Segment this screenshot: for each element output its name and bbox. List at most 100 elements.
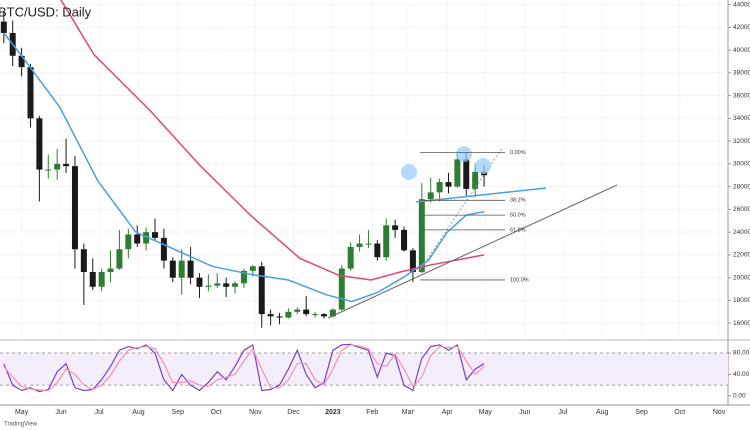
moving-average (3, 32, 485, 303)
y-tick-label: 20000 (733, 274, 750, 281)
x-tick-label: Feb (366, 409, 378, 416)
candle-body (418, 199, 425, 272)
candle-body (329, 309, 336, 317)
candle-body (472, 171, 479, 189)
x-tick-label: 2023 (325, 409, 341, 416)
peak-marker (401, 164, 417, 180)
candle-body (320, 314, 327, 317)
candle-body (267, 314, 274, 317)
x-tick-label: Jun (519, 409, 530, 416)
candle-body (240, 270, 247, 284)
y-tick-label: 42000 (733, 24, 750, 31)
candle-body (18, 55, 25, 68)
candle-body (107, 268, 114, 272)
candle-body (134, 234, 141, 244)
fib-label: 100.0% (510, 277, 529, 283)
candle-body (71, 166, 78, 250)
x-tick-label: Jun (55, 409, 66, 416)
neckline (415, 187, 547, 203)
x-tick-label: Sep (635, 409, 648, 416)
dashed-line (419, 147, 503, 271)
candle-body (285, 311, 292, 318)
y-tick-label: 38000 (733, 70, 750, 77)
y-tick-label: 32000 (733, 138, 750, 145)
y-tick-label: 30000 (733, 161, 750, 168)
candle-body (276, 316, 283, 318)
peak-marker (456, 146, 472, 162)
candle-body (125, 234, 132, 250)
fib-label: 50.0% (510, 213, 526, 219)
x-tick-label: Dec (287, 409, 300, 416)
moving-average (60, 0, 485, 281)
candle-body (45, 169, 52, 171)
y-tick-label: 34000 (733, 115, 750, 122)
watermark: TradingView (4, 422, 38, 428)
candle-body (463, 159, 470, 189)
axes: 16000 18000 20000 22000 24000 26000 28000 30000… (15, 1, 750, 416)
price-panel (0, 0, 728, 338)
drawings (327, 146, 618, 319)
candle-body (338, 268, 345, 310)
candle-body (312, 314, 319, 316)
y-tick-label: 16000 (733, 320, 750, 327)
candle-body (409, 250, 416, 272)
fib-label: 38.2% (510, 198, 526, 204)
candle-body (214, 283, 221, 286)
candle-body (445, 182, 452, 187)
y-tick-label: 80.00 (733, 350, 750, 357)
x-tick-label: Oct (211, 409, 222, 416)
candle-body (63, 163, 70, 167)
candle-body (178, 260, 185, 278)
chart-title: BTC/USD: Daily (0, 4, 92, 19)
x-tick-label: May (479, 409, 493, 416)
y-tick-label: 0.00 (733, 393, 746, 400)
x-tick-label: Nov (249, 409, 262, 416)
candle-body (258, 266, 265, 315)
candle-body (27, 67, 34, 119)
candle-body (98, 271, 105, 287)
x-tick-label: Aug (132, 409, 145, 416)
candle-body (187, 260, 194, 278)
candle-body (196, 277, 203, 287)
candle-body (160, 237, 167, 261)
x-tick-label: May (15, 409, 29, 416)
candle-body (169, 260, 176, 278)
y-tick-label: 18000 (733, 297, 750, 304)
candle-body (89, 271, 96, 287)
fib-label: 0.00% (510, 150, 526, 156)
fib-label: 61.8% (510, 227, 526, 233)
x-tick-label: Apr (442, 409, 454, 416)
candle-body (232, 283, 239, 287)
x-tick-label: Jul (95, 409, 104, 416)
y-tick-label: 28000 (733, 183, 750, 190)
candle-body (347, 246, 354, 269)
candle-body (223, 283, 230, 287)
y-tick-label: 44000 (733, 1, 750, 8)
y-tick-label: 26000 (733, 206, 750, 213)
candle-body (0, 21, 7, 34)
y-tick-label: 22000 (733, 252, 750, 259)
y-tick-label: 40000 (733, 47, 750, 54)
candle-body (356, 243, 363, 247)
x-tick-label: Mar (402, 409, 415, 416)
x-tick-label: Sep (172, 409, 185, 416)
candle-body (80, 249, 87, 272)
candle-body (401, 229, 408, 251)
candle-body (303, 309, 310, 315)
candle-body (294, 309, 301, 312)
candle-body (54, 163, 61, 170)
candle-body (116, 249, 123, 269)
candle-body (152, 232, 159, 238)
y-tick-label: 40.00 (733, 371, 750, 378)
oscillator-panel (0, 343, 728, 393)
x-tick-label: Nov (713, 409, 726, 416)
x-tick-label: Jul (558, 409, 567, 416)
candle-body (36, 118, 43, 170)
x-tick-label: Oct (674, 409, 685, 416)
candle-body (374, 243, 381, 258)
trend-line (327, 184, 618, 319)
candle-body (249, 266, 256, 271)
candle-body (392, 225, 399, 230)
candle-body (427, 192, 434, 200)
